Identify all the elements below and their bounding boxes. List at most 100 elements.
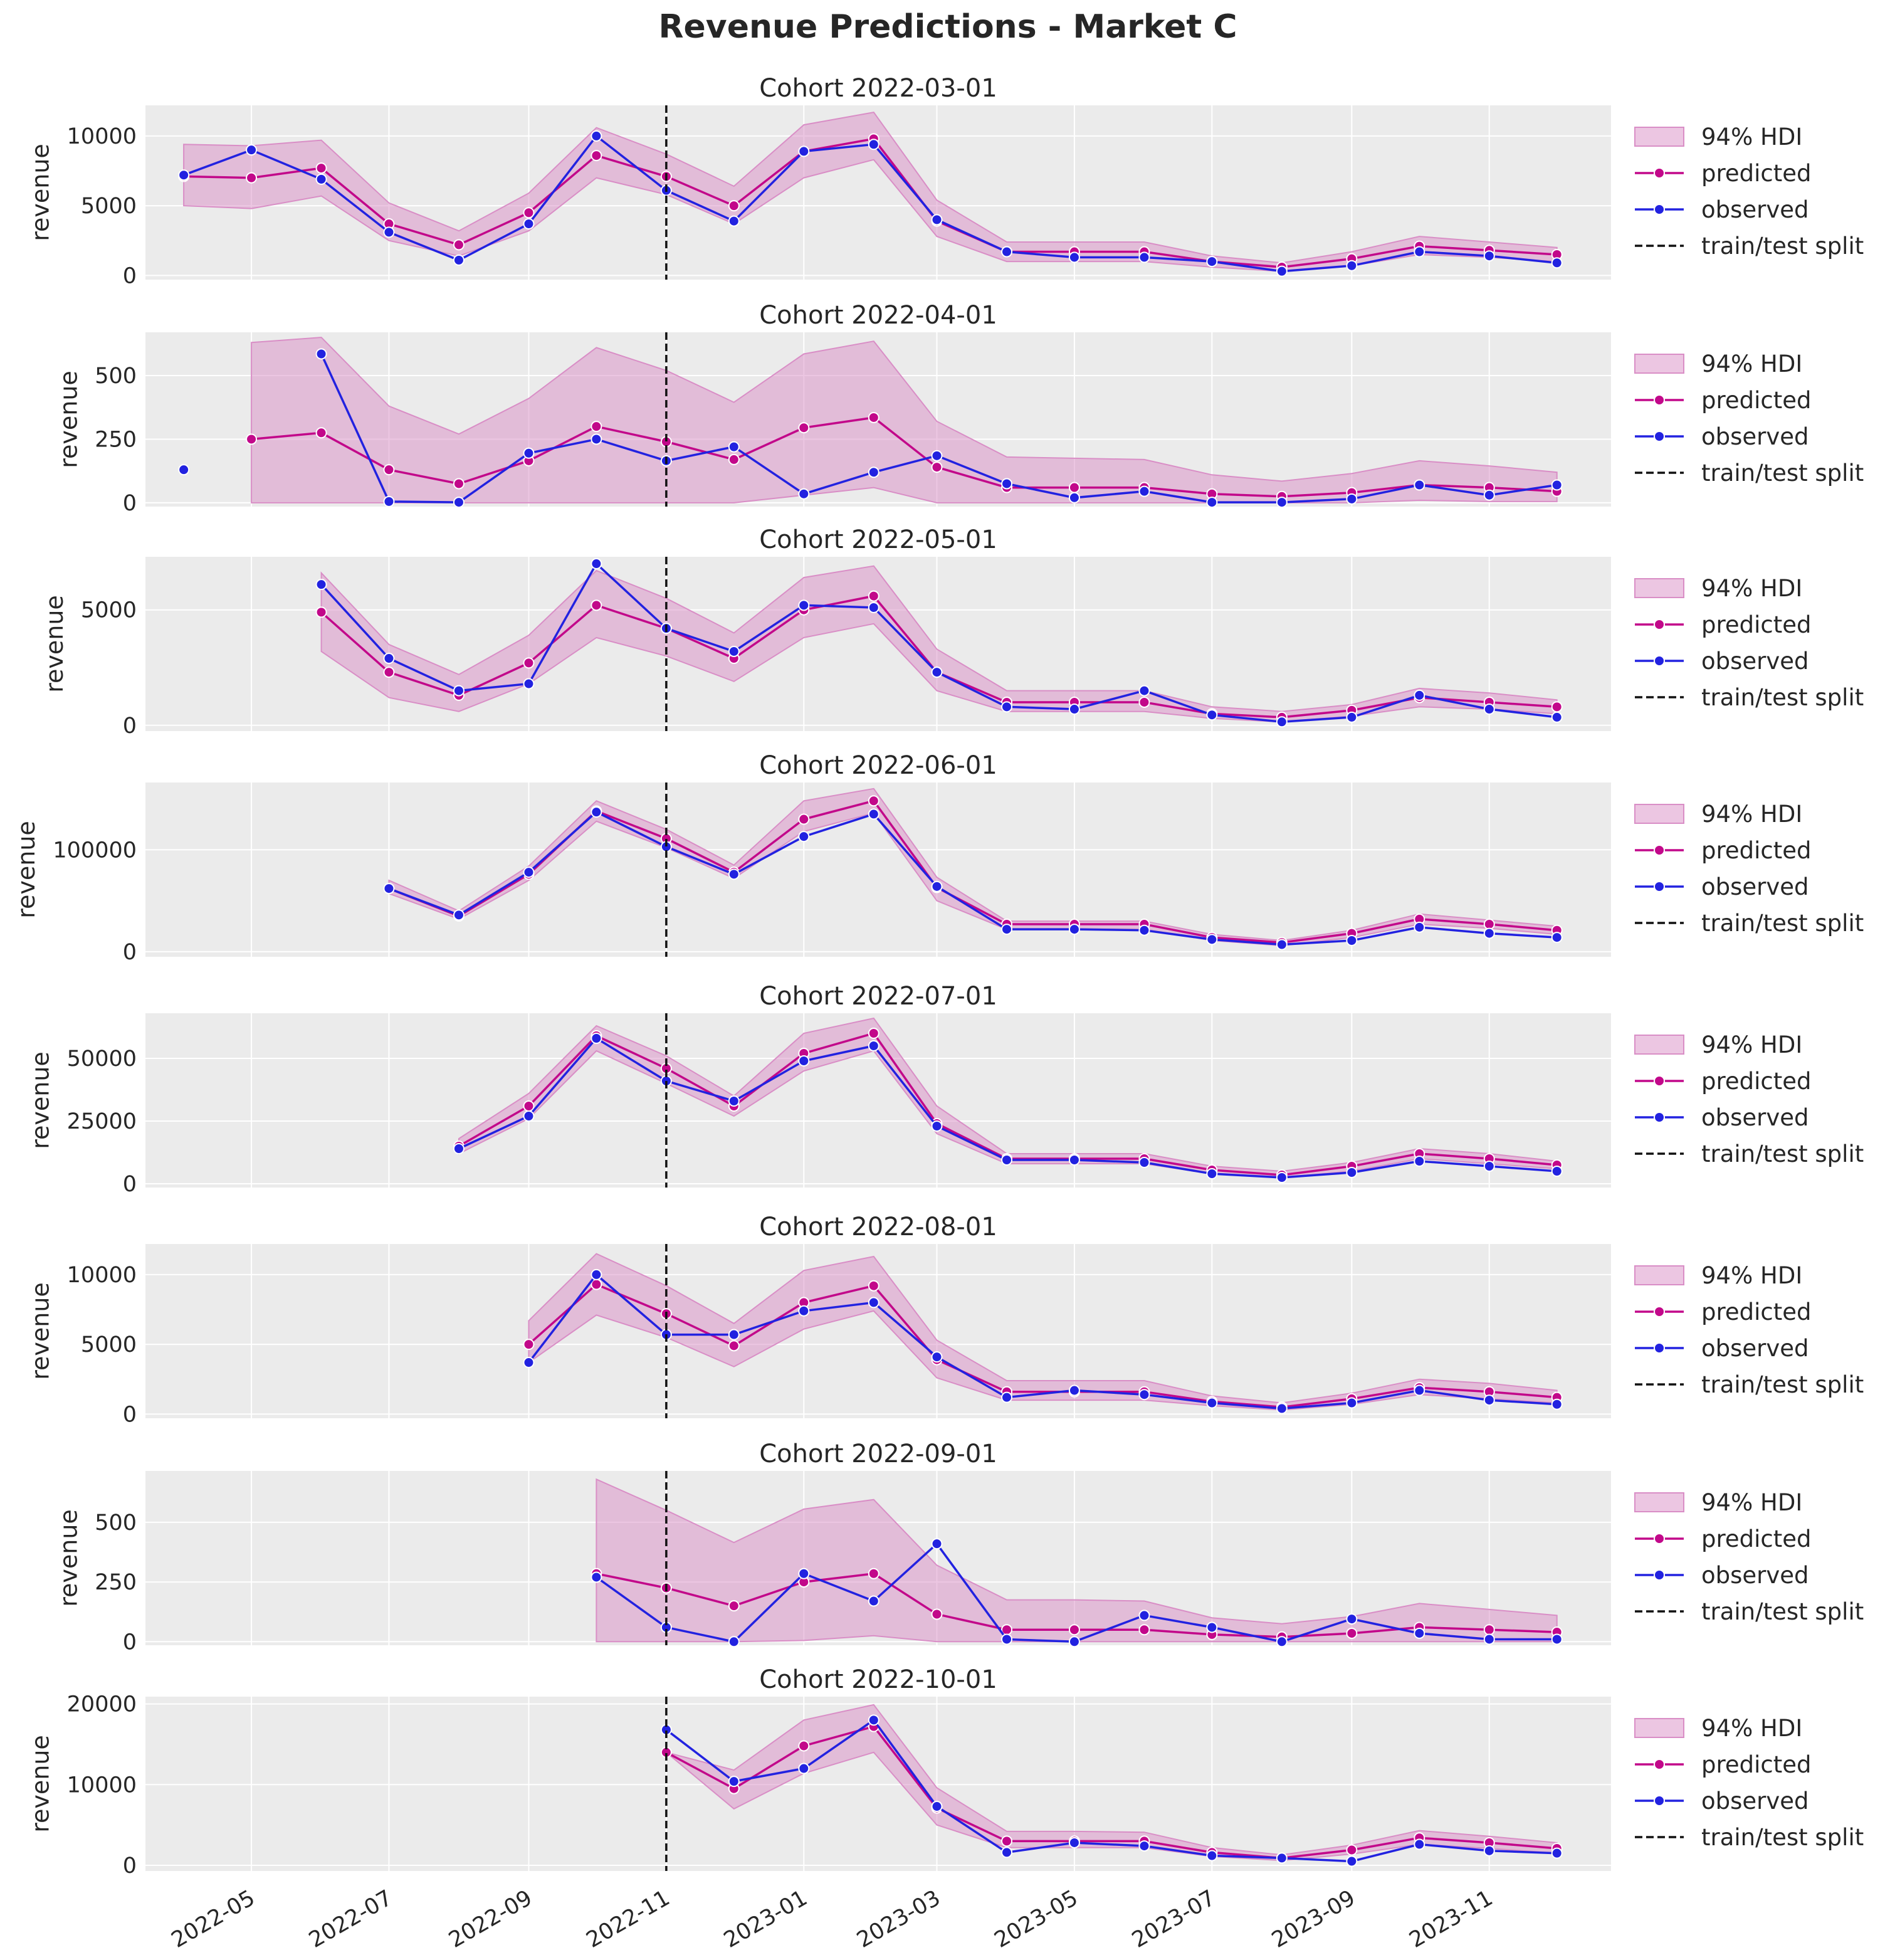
observed-point xyxy=(798,1305,810,1317)
y-axis-label: revenue xyxy=(27,144,55,241)
observed-point xyxy=(1414,1156,1425,1167)
y-axis-label: revenue xyxy=(13,821,40,919)
observed-point xyxy=(1483,703,1495,715)
predicted-point xyxy=(728,453,740,465)
x-tick-label: 2023-09 xyxy=(1268,1885,1360,1953)
observed-point xyxy=(1346,1167,1358,1178)
observed-point xyxy=(1001,924,1013,935)
legend-marker-observed xyxy=(1654,881,1665,892)
legend-label: observed xyxy=(1701,648,1809,675)
observed-point xyxy=(1001,1847,1013,1858)
legend-marker-predicted xyxy=(1654,1075,1665,1087)
legend-label: 94% HDI xyxy=(1701,350,1802,377)
observed-point xyxy=(1483,1394,1495,1406)
observed-point xyxy=(591,130,602,142)
y-axis-label: revenue xyxy=(27,1282,55,1380)
y-tick-label: 0 xyxy=(123,491,137,516)
observed-point xyxy=(1206,934,1218,946)
panel-5: 0 25000 50000 Cohort 2022-07-01 revenue 94% H… xyxy=(27,982,1864,1197)
predicted-point xyxy=(523,207,535,219)
panel-title: Cohort 2022-10-01 xyxy=(759,1665,997,1694)
observed-line xyxy=(528,1273,1557,1410)
observed-point xyxy=(1138,485,1150,497)
predicted-point xyxy=(931,1608,943,1620)
legend-marker-observed xyxy=(1654,1795,1665,1806)
predicted-point xyxy=(868,411,879,423)
legend-marker-predicted xyxy=(1654,1533,1665,1544)
predicted-point xyxy=(246,172,258,184)
x-tick-label: 2022-05 xyxy=(167,1885,260,1953)
predicted-point xyxy=(383,667,395,678)
legend-label: observed xyxy=(1701,1562,1809,1589)
legend-label: 94% HDI xyxy=(1701,575,1802,602)
legend-swatch-hdi xyxy=(1634,804,1684,824)
predicted-point xyxy=(1346,1627,1358,1639)
predicted-line xyxy=(251,416,1557,498)
legend-swatch-hdi xyxy=(1634,1492,1684,1512)
legend-label: train/test split xyxy=(1701,1598,1864,1625)
observed-point xyxy=(1001,1154,1013,1166)
observed-point xyxy=(1346,260,1358,271)
observed-point xyxy=(728,215,740,227)
legend-swatch-hdi xyxy=(1634,578,1684,598)
observed-point xyxy=(1138,1157,1150,1168)
legend-marker-observed xyxy=(1654,431,1665,442)
predicted-point xyxy=(1068,1624,1080,1636)
predicted-line xyxy=(666,1725,1557,1860)
legend-label: observed xyxy=(1701,1104,1809,1131)
observed-point xyxy=(931,667,943,678)
legend-label: 94% HDI xyxy=(1701,1031,1802,1058)
legend-label: train/test split xyxy=(1701,910,1864,937)
observed-point xyxy=(383,653,395,665)
observed-point xyxy=(1276,1636,1288,1648)
observed-point xyxy=(798,488,810,500)
observed-point xyxy=(1346,711,1358,723)
legend-label: 94% HDI xyxy=(1701,1262,1802,1289)
observed-point xyxy=(1551,1633,1563,1645)
x-tick-label: 2022-07 xyxy=(305,1885,397,1953)
y-tick-label: 250 xyxy=(95,427,137,452)
predicted-point xyxy=(591,421,602,433)
panel-title: Cohort 2022-07-01 xyxy=(759,982,997,1011)
predicted-point xyxy=(798,1740,810,1752)
observed-point xyxy=(1206,497,1218,508)
x-tick-label: 2023-05 xyxy=(990,1885,1083,1953)
panel-title: Cohort 2022-06-01 xyxy=(759,751,997,780)
observed-point xyxy=(1068,703,1080,715)
observed-point xyxy=(1001,1391,1013,1403)
x-tick-label: 2022-09 xyxy=(444,1885,537,1953)
legend-label: observed xyxy=(1701,196,1809,223)
y-axis-label: revenue xyxy=(55,371,83,468)
observed-point xyxy=(1206,1397,1218,1409)
legend: 94% HDI predicted observed train/test split xyxy=(1634,1031,1864,1167)
y-tick-label: 10000 xyxy=(67,1263,137,1288)
observed-point xyxy=(931,880,943,892)
legend-label: predicted xyxy=(1701,1299,1812,1325)
predicted-point xyxy=(728,1600,740,1612)
predicted-point xyxy=(523,1100,535,1112)
observed-point xyxy=(1138,685,1150,697)
legend-label: observed xyxy=(1701,1788,1809,1815)
predicted-point xyxy=(931,461,943,473)
predicted-point xyxy=(315,606,327,618)
x-tick-label: 2023-01 xyxy=(720,1885,812,1953)
observed-point xyxy=(1138,251,1150,263)
observed-point xyxy=(1414,921,1425,933)
predicted-point xyxy=(1483,1624,1495,1636)
observed-point xyxy=(728,868,740,880)
predicted-point xyxy=(453,478,465,490)
y-axis-label: revenue xyxy=(27,1051,55,1149)
observed-point xyxy=(591,1033,602,1044)
observed-point xyxy=(1068,1636,1080,1648)
observed-point xyxy=(383,226,395,238)
observed-point xyxy=(591,1571,602,1583)
observed-point xyxy=(1276,1403,1288,1415)
legend-marker-predicted xyxy=(1654,394,1665,406)
legend: 94% HDI predicted observed train/test split xyxy=(1634,350,1864,487)
observed-point xyxy=(728,1329,740,1341)
observed-point xyxy=(1001,701,1013,713)
observed-point xyxy=(523,447,535,459)
observed-point xyxy=(1483,1161,1495,1172)
legend-marker-observed xyxy=(1654,1342,1665,1354)
observed-point xyxy=(798,1762,810,1774)
